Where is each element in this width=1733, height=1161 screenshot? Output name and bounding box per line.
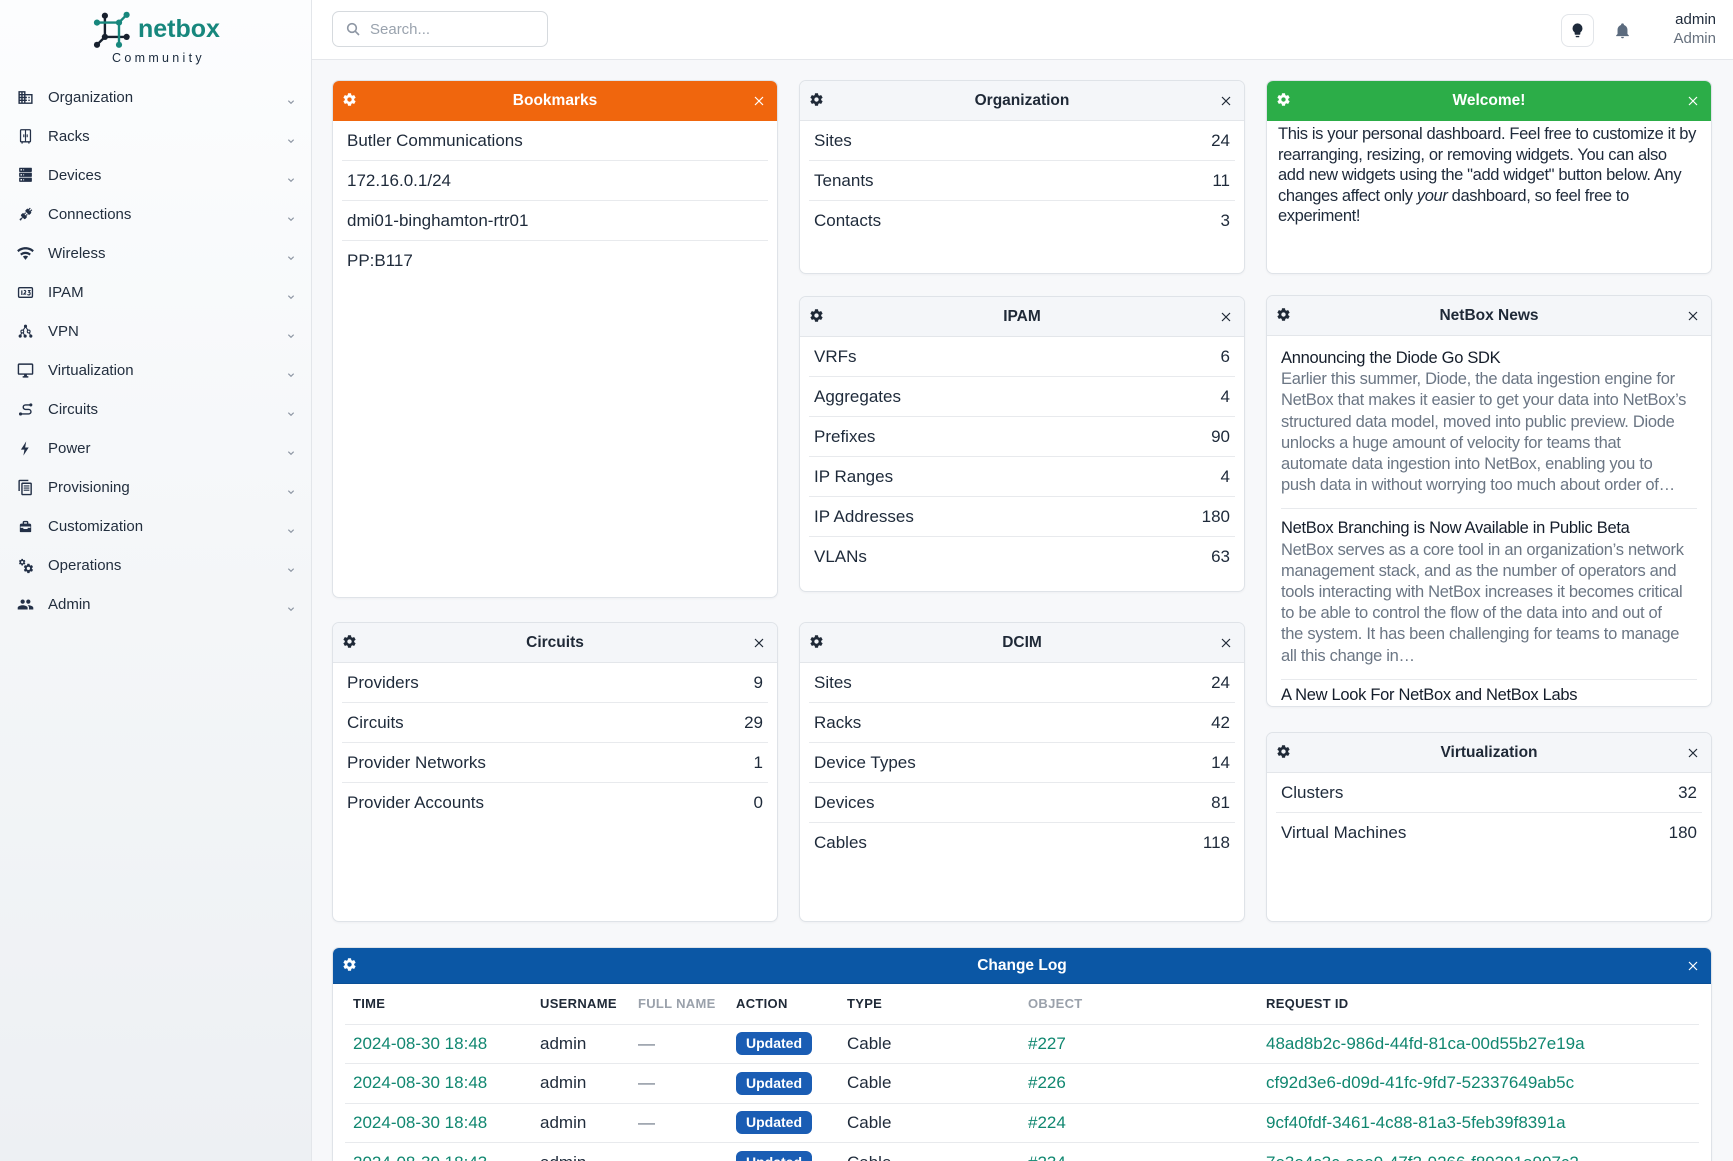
- svg-text:netbox: netbox: [138, 15, 220, 43]
